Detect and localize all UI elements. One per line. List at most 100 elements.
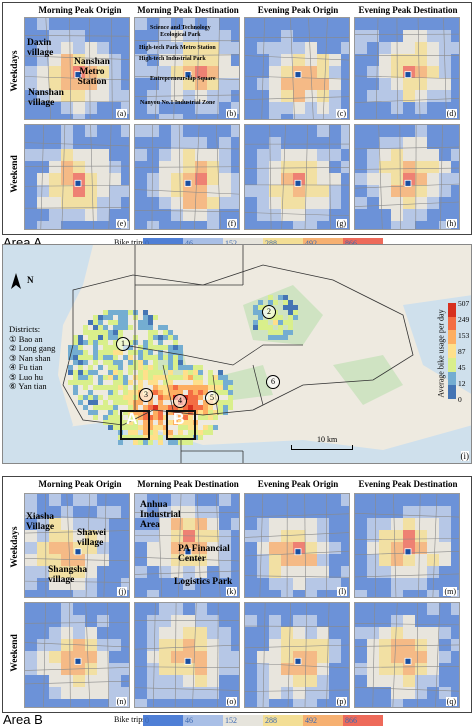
map-green-3 <box>223 365 273 400</box>
legend-value: 152 <box>225 716 237 725</box>
colorbar-tick: 12 <box>458 379 466 388</box>
annot-pa-financial: PA Financial Center <box>178 544 230 564</box>
legend-a-bar: 0 46 152 288 492 866 <box>143 238 383 249</box>
heatmap-panel: (m) <box>354 493 460 598</box>
heatmap-panel: (g) <box>244 124 350 230</box>
annot-nanshan-village: Nanshan village <box>28 88 64 108</box>
annot-xiasha: Xiasha Village <box>26 512 55 532</box>
district-marker-2: 2 <box>262 305 276 319</box>
area-a-grid <box>2 2 472 235</box>
district-legend-item: ① Bao an <box>9 333 43 344</box>
area-b-col-header-4: Evening Peak Destination <box>358 479 458 489</box>
panel-label: (p) <box>335 697 347 706</box>
legend-color-swatch <box>263 715 303 726</box>
annot-shawei: Shawei village <box>77 528 107 548</box>
box-a-label: A <box>126 411 138 428</box>
area-b-col-header-2: Morning Peak Destination <box>137 479 239 489</box>
panel-label: (k) <box>225 587 237 596</box>
area-b-row-header-weekend: Weekend <box>10 634 20 672</box>
panel-label: (e) <box>116 219 127 228</box>
legend-value: 46 <box>185 238 193 249</box>
legend-value: 288 <box>265 238 277 249</box>
colorbar-tick: 45 <box>458 363 466 372</box>
legend-b-title: Bike trips: <box>114 715 148 724</box>
annot-hightech-metro: High-tech Park Metro Station <box>139 45 216 51</box>
colorbar-swatch <box>448 344 456 358</box>
colorbar-swatch <box>448 303 456 317</box>
heatmap-panel: (b) <box>134 17 240 120</box>
legend-value: 152 <box>225 238 237 249</box>
legend-color-swatch <box>183 715 223 726</box>
annot-anhua: Anhua Industrial Area <box>140 500 181 530</box>
district-marker-6: 6 <box>266 375 280 389</box>
annot-sci-tech: Science and Technology Ecological Park <box>150 25 211 38</box>
heatmap-panel: (l) <box>244 493 350 598</box>
area-a-col-header-2: Morning Peak Destination <box>137 5 239 15</box>
colorbar <box>448 303 456 399</box>
panel-label: (a) <box>116 109 127 118</box>
annot-daxin: Daxin village <box>27 38 54 58</box>
annot-logistics: Logistics Park <box>174 577 233 587</box>
panel-label: (j) <box>117 587 127 596</box>
heatmap-panel: (h) <box>354 124 460 230</box>
panel-label: (q) <box>445 697 457 706</box>
panel-label: (b) <box>225 109 237 118</box>
legend-color-swatch <box>223 238 263 249</box>
legend-value: 46 <box>185 716 193 725</box>
colorbar-swatch <box>448 357 456 372</box>
heatmap-panel: (k) <box>134 493 240 598</box>
box-b-label: B <box>173 411 185 428</box>
colorbar-swatch <box>448 330 456 345</box>
panel-label: (g) <box>335 219 347 228</box>
district-legend-title: Districts: <box>9 324 41 334</box>
area-a-col-header-4: Evening Peak Destination <box>358 5 458 15</box>
heatmap-panel: (j) <box>24 493 130 598</box>
heatmap-panel: (o) <box>134 602 240 708</box>
heatmap-panel: (a) <box>24 17 130 120</box>
district-legend-item: ③ Nan shan <box>9 352 51 363</box>
colorbar-tick: 87 <box>458 347 466 356</box>
legend-color-swatch <box>303 715 343 726</box>
panel-label: (m) <box>443 587 457 596</box>
legend-value: 0 <box>145 238 149 249</box>
panel-label: (c) <box>336 109 347 118</box>
panel-label: (n) <box>115 697 127 706</box>
legend-color-swatch <box>183 238 223 249</box>
legend-color-swatch <box>143 238 183 249</box>
heatmap-panel: (c) <box>244 17 350 120</box>
annot-nanshan-metro: Nanshan Metro Station <box>74 57 110 87</box>
colorbar-title: Average bike usage per day <box>436 309 446 398</box>
main-map: 1 2 3 4 5 6 A B N Districts: ① Bao an ② … <box>2 244 472 464</box>
legend-a-title: Bike trips: <box>114 238 148 247</box>
legend-value: 866 <box>345 238 357 249</box>
panel-label: (o) <box>225 697 237 706</box>
annot-nanyou: Nanyou No.1 Industrial Zone <box>140 100 216 106</box>
north-label: N <box>27 275 34 285</box>
legend-value: 492 <box>305 238 317 249</box>
district-legend-item: ④ Fu tian <box>9 362 43 372</box>
heatmap-panel: (p) <box>244 602 350 708</box>
area-a-col-header-3: Evening Peak Origin <box>257 5 339 15</box>
scale-label: 10 km <box>317 435 338 444</box>
district-legend-item: ② Long gang <box>9 343 56 353</box>
colorbar-tick: 249 <box>458 315 470 324</box>
panel-label: (h) <box>445 219 457 228</box>
district-legend-item: ⑤ Luo hu <box>9 371 44 382</box>
heatmap-panel: (q) <box>354 602 460 708</box>
district-marker-5: 5 <box>205 391 219 405</box>
area-a-row-header-weekdays: Weekdays <box>10 50 20 92</box>
legend-color-swatch <box>303 238 343 249</box>
scale-bar <box>291 445 353 450</box>
colorbar-tick: 0 <box>458 395 462 404</box>
legend-color-swatch <box>143 715 183 726</box>
north-arrow-icon <box>7 273 25 291</box>
heatmap-panel: (e) <box>24 124 130 230</box>
legend-b-bar: 0 46 152 288 492 866 <box>143 715 383 726</box>
panel-label: (l) <box>337 587 347 596</box>
heatmap-panel: (n) <box>24 602 130 708</box>
colorbar-tick: 153 <box>458 331 470 340</box>
legend-color-swatch <box>343 238 383 249</box>
legend-value: 492 <box>305 716 317 725</box>
colorbar-swatch <box>448 316 456 331</box>
legend-value: 288 <box>265 716 277 725</box>
